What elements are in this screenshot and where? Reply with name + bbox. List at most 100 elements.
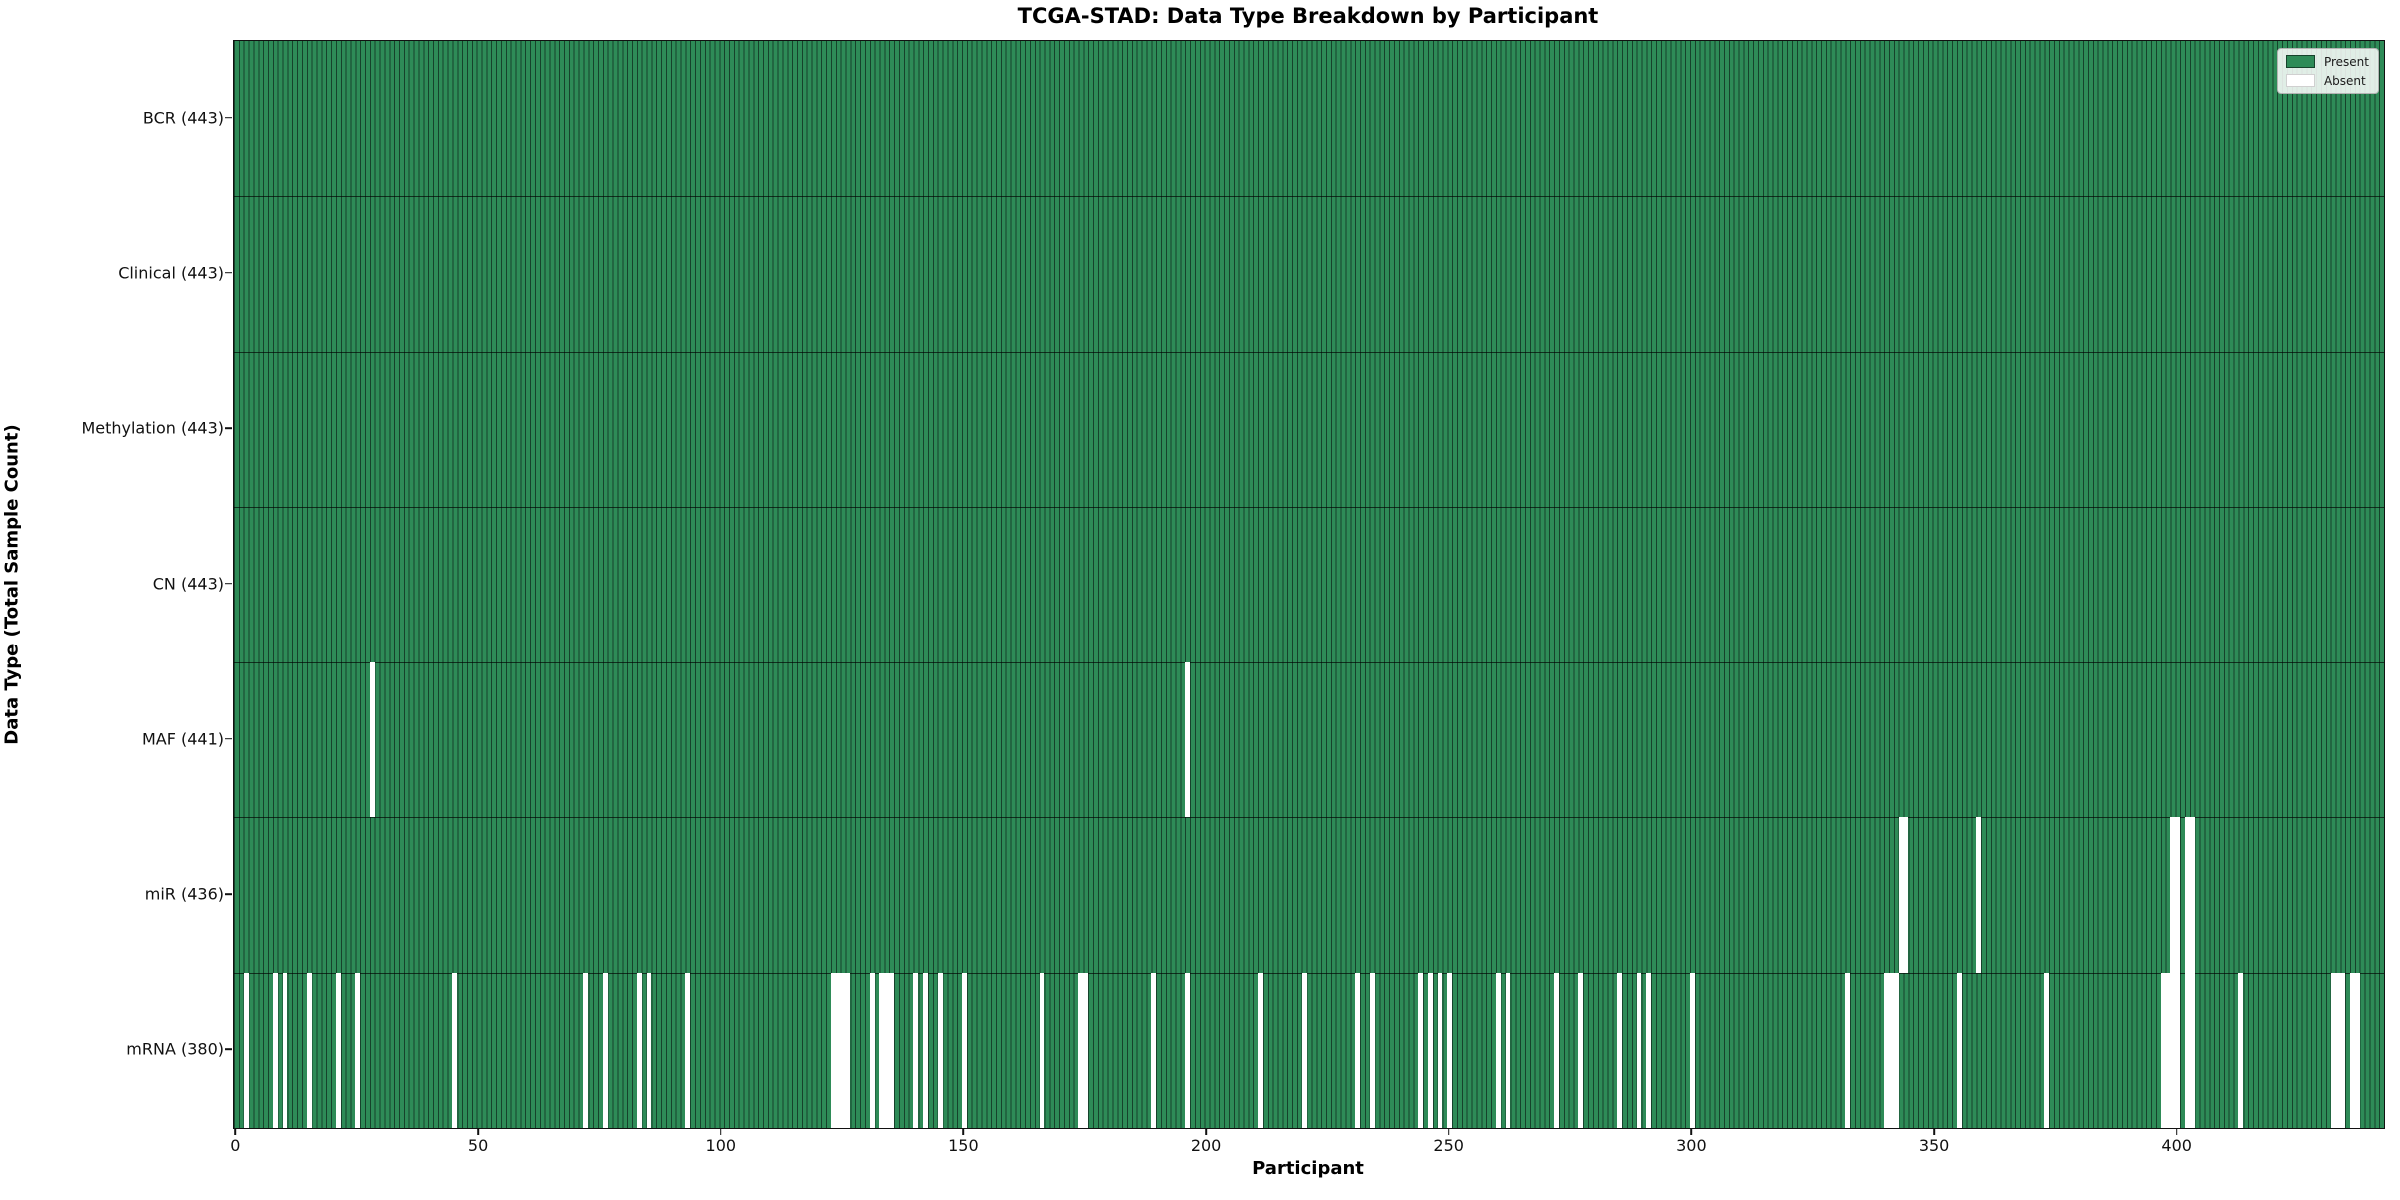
absent-bar	[830, 972, 836, 1128]
absent-bar	[369, 662, 375, 818]
absent-bar	[646, 972, 652, 1128]
absent-bar	[1185, 972, 1191, 1128]
absent-bar	[1888, 972, 1894, 1128]
legend-item-present: Present	[2285, 54, 2369, 69]
x-tick-label-400: 400	[2161, 1136, 2192, 1155]
absent-bar	[1495, 972, 1501, 1128]
absent-bar	[1578, 972, 1584, 1128]
x-tick-mark	[234, 1128, 237, 1135]
x-tick-mark	[1205, 1128, 1207, 1135]
absent-bar	[1185, 662, 1191, 818]
y-tick-mark	[225, 1048, 232, 1051]
absent-bar	[840, 972, 846, 1128]
absent-bar	[2170, 817, 2176, 973]
x-tick-label-250: 250	[1433, 1136, 1464, 1155]
absent-bar	[282, 972, 288, 1128]
absent-bar	[1355, 972, 1360, 1128]
absent-bar	[923, 972, 928, 1128]
absent-bar	[1447, 972, 1453, 1128]
x-tick-label-350: 350	[1918, 1136, 1950, 1155]
absent-bar	[1369, 972, 1375, 1128]
absent-bar	[2189, 817, 2195, 973]
absent-bar	[335, 972, 341, 1128]
data-type-row-methylation	[234, 351, 2384, 507]
y-tick-label-mir: miR (436)	[144, 884, 224, 904]
absent-bar	[452, 972, 458, 1128]
absent-bar	[961, 972, 967, 1128]
data-type-row-clinical	[234, 196, 2384, 352]
y-tick-mark	[225, 272, 232, 274]
absent-bar	[889, 972, 895, 1128]
absent-bar	[2354, 972, 2360, 1128]
legend-label-absent: Absent	[2323, 73, 2366, 88]
x-tick-label-50: 50	[467, 1136, 489, 1155]
absent-bar	[913, 972, 919, 1128]
y-tick-label-maf: MAF (441)	[141, 729, 224, 749]
y-tick-label-cn: CN (443)	[152, 574, 224, 593]
absent-bar	[1505, 972, 1511, 1128]
x-tick-mark	[1447, 1128, 1450, 1135]
absent-bar	[1617, 972, 1623, 1128]
absent-bar	[272, 972, 278, 1128]
absent-swatch	[2285, 74, 2315, 87]
absent-bar	[1898, 817, 1904, 973]
absent-bar	[1689, 972, 1695, 1128]
absent-bar	[2350, 972, 2355, 1128]
y-tick-label-mrna: mRNA (380)	[126, 1039, 224, 1059]
absent-bar	[306, 972, 312, 1128]
y-tick-label-bcr: BCR (443)	[142, 108, 224, 128]
absent-bar	[845, 972, 851, 1128]
absent-bar	[1554, 972, 1559, 1128]
y-tick-mark	[225, 893, 232, 895]
absent-bar	[355, 972, 361, 1128]
absent-bar	[685, 972, 691, 1128]
y-tick-label-clinical: Clinical (443)	[118, 263, 224, 283]
absent-bar	[1301, 972, 1307, 1128]
x-tick-mark	[1690, 1128, 1693, 1135]
y-tick-mark	[225, 427, 232, 429]
absent-bar	[636, 972, 642, 1128]
x-tick-label-0: 0	[230, 1136, 241, 1155]
absent-bar	[243, 972, 249, 1128]
absent-bar	[583, 972, 589, 1128]
y-axis-label: Data Type (Total Sample Count)	[1, 424, 23, 745]
absent-bar	[2160, 972, 2166, 1128]
absent-bar	[1078, 972, 1084, 1128]
absent-bar	[869, 972, 875, 1128]
y-tick-label-methylation: Methylation (443)	[81, 418, 224, 438]
x-tick-mark	[477, 1128, 479, 1135]
absent-bar	[1976, 817, 1982, 973]
absent-bar	[1956, 972, 1962, 1128]
absent-bar	[2175, 972, 2181, 1128]
absent-bar	[2170, 972, 2176, 1128]
absent-bar	[2044, 972, 2050, 1128]
plot-area: Present Absent	[233, 40, 2385, 1129]
absent-bar	[1845, 972, 1851, 1128]
x-tick-label-200: 200	[1190, 1136, 1222, 1155]
absent-bar	[1884, 972, 1889, 1128]
data-type-row-mir	[234, 817, 2384, 973]
x-axis-label: Participant	[1252, 1158, 1364, 1179]
absent-bar	[879, 972, 885, 1128]
x-tick-label-300: 300	[1676, 1136, 1707, 1155]
absent-bar	[2330, 972, 2336, 1128]
absent-bar	[2165, 972, 2171, 1128]
legend-item-absent: Absent	[2285, 73, 2369, 88]
x-tick-mark	[962, 1128, 965, 1135]
y-tick-mark	[225, 738, 232, 740]
absent-bar	[1636, 972, 1642, 1128]
absent-bar	[2340, 972, 2346, 1128]
x-tick-mark	[1933, 1128, 1935, 1135]
absent-bar	[1083, 972, 1089, 1128]
absent-bar	[1258, 972, 1263, 1128]
x-tick-mark	[2175, 1128, 2178, 1135]
data-type-row-maf	[234, 662, 2384, 818]
chart-title: TCGA-STAD: Data Type Breakdown by Partic…	[1017, 4, 1599, 28]
legend-label-present: Present	[2323, 54, 2369, 69]
absent-bar	[1039, 972, 1045, 1128]
absent-bar	[2185, 817, 2190, 973]
x-tick-mark	[720, 1128, 722, 1135]
present-swatch	[2285, 55, 2315, 68]
absent-bar	[1418, 972, 1424, 1128]
